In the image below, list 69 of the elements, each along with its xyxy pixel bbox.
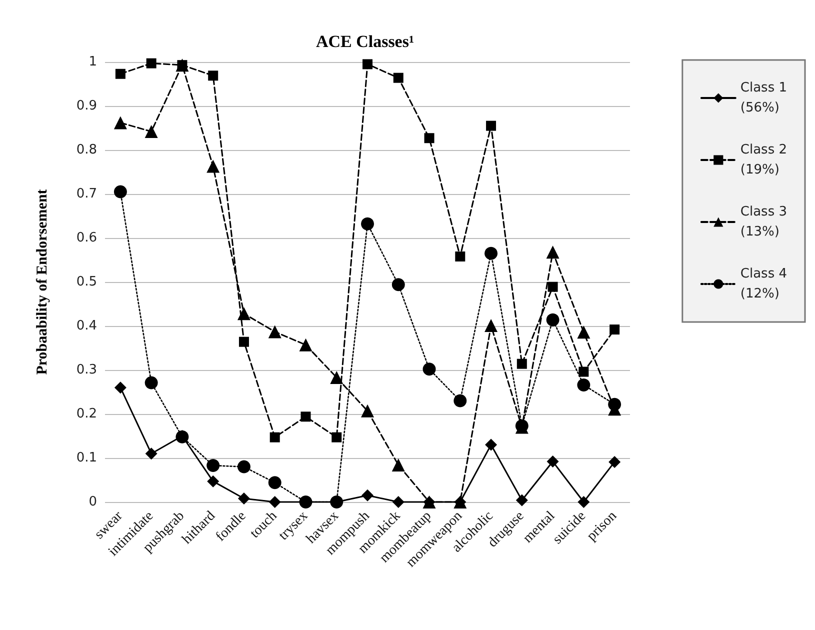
point xyxy=(578,496,590,508)
y-axis-title: Probaability of Endorsement xyxy=(34,189,50,375)
point xyxy=(484,319,498,332)
point xyxy=(145,448,158,460)
point xyxy=(608,456,621,468)
point xyxy=(392,496,404,508)
point xyxy=(546,313,560,326)
point xyxy=(144,376,158,390)
y-tick-label: 0.3 xyxy=(76,362,97,378)
point xyxy=(237,460,250,474)
point xyxy=(206,458,220,472)
point xyxy=(546,456,559,468)
point xyxy=(455,251,466,262)
y-tick-label: 0.6 xyxy=(76,230,97,246)
point xyxy=(114,382,126,394)
point xyxy=(361,217,374,230)
y-tick-label: 0.8 xyxy=(76,142,97,158)
point xyxy=(361,404,374,418)
y-tick-label: 0.5 xyxy=(76,274,97,290)
point xyxy=(268,496,281,508)
point xyxy=(300,412,311,422)
point xyxy=(422,362,436,376)
point xyxy=(392,458,405,472)
point xyxy=(485,438,498,451)
y-tick-label: 0.4 xyxy=(76,318,97,334)
point xyxy=(362,59,372,70)
point xyxy=(516,358,527,369)
point xyxy=(486,120,496,131)
point xyxy=(299,338,312,352)
chart-title: ACE Classes¹ xyxy=(316,32,414,51)
point xyxy=(114,185,127,198)
point xyxy=(268,476,282,490)
legend-label: Class 1 (56%) xyxy=(740,80,788,116)
point xyxy=(484,246,498,260)
point xyxy=(208,70,218,81)
point xyxy=(268,325,282,338)
point xyxy=(577,378,590,392)
point xyxy=(392,278,405,292)
point xyxy=(114,116,127,130)
point xyxy=(393,72,404,83)
point xyxy=(206,160,220,173)
y-tick-label: 0.7 xyxy=(76,186,97,202)
point xyxy=(207,475,220,488)
point xyxy=(238,336,249,347)
y-tick-label: 1 xyxy=(88,54,97,70)
legend-label: Class 4 (12%) xyxy=(740,266,788,302)
legend-label: Class 2 (19%) xyxy=(740,142,788,178)
point xyxy=(516,494,528,506)
y-tick-label: 0.1 xyxy=(76,450,97,466)
point xyxy=(548,282,558,292)
point xyxy=(362,489,374,502)
point xyxy=(144,125,158,138)
legend-label: Class 3 (13%) xyxy=(740,204,788,240)
point xyxy=(578,366,589,377)
point xyxy=(146,58,156,68)
point xyxy=(546,246,560,259)
point xyxy=(115,68,126,79)
point xyxy=(332,432,342,442)
point xyxy=(424,133,434,144)
point xyxy=(610,324,620,335)
point xyxy=(238,492,250,504)
point xyxy=(330,370,344,384)
y-tick-label: 0.9 xyxy=(76,98,97,114)
point xyxy=(237,307,250,320)
point xyxy=(270,432,280,442)
y-tick-label: 0 xyxy=(88,494,97,510)
point xyxy=(577,326,590,339)
y-tick-label: 0.2 xyxy=(76,406,97,422)
point xyxy=(454,394,467,408)
